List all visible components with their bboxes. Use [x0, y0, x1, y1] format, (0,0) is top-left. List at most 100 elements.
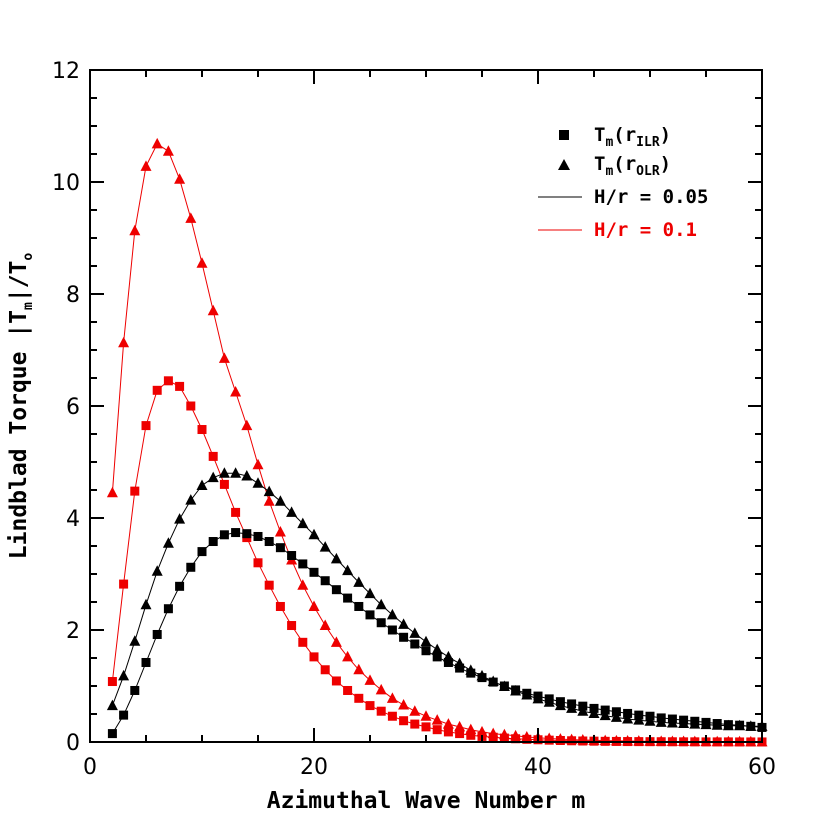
- data-point-square: [567, 736, 577, 746]
- data-point-triangle: [151, 137, 163, 149]
- data-point-triangle: [129, 635, 141, 646]
- data-point-triangle: [386, 608, 398, 620]
- data-point-square: [219, 530, 229, 540]
- data-point-triangle: [118, 336, 130, 348]
- data-point-square: [287, 621, 297, 631]
- data-point-square: [623, 708, 633, 718]
- data-point-triangle: [263, 495, 275, 506]
- data-point-triangle: [140, 160, 152, 171]
- data-point-square: [119, 710, 129, 720]
- data-point-square: [175, 581, 185, 591]
- data-point-square: [320, 576, 330, 586]
- data-point-square: [130, 486, 140, 496]
- data-point-square: [544, 735, 554, 745]
- data-point-square: [656, 713, 666, 723]
- data-point-triangle: [398, 618, 410, 629]
- data-point-triangle: [185, 494, 197, 505]
- data-point-square: [399, 632, 409, 642]
- data-point-square: [522, 688, 532, 698]
- data-point-triangle: [241, 470, 253, 481]
- data-point-square: [667, 714, 677, 724]
- legend-triangle-marker: [558, 159, 570, 170]
- legend-square-marker: [559, 130, 569, 140]
- data-point-square: [567, 699, 577, 709]
- data-point-square: [735, 720, 745, 730]
- x-tick-label: 40: [524, 755, 552, 780]
- data-point-square: [589, 703, 599, 713]
- legend-red-line-label: H/r = 0.1: [594, 219, 697, 241]
- data-point-square: [399, 716, 409, 726]
- data-point-triangle: [106, 699, 118, 711]
- data-point-square: [354, 693, 364, 703]
- data-point-triangle: [599, 709, 611, 721]
- data-point-triangle: [420, 710, 432, 721]
- data-point-triangle: [375, 683, 387, 695]
- data-point-square: [466, 668, 476, 678]
- y-tick-label: 12: [52, 59, 80, 84]
- data-point-triangle: [431, 714, 443, 725]
- data-point-triangle: [252, 477, 264, 488]
- data-point-triangle: [386, 692, 398, 703]
- data-point-square: [186, 401, 196, 411]
- data-point-square: [432, 652, 442, 662]
- data-point-square: [522, 734, 532, 744]
- data-point-square: [331, 676, 341, 686]
- y-tick-label: 4: [66, 507, 80, 532]
- data-point-square: [511, 685, 521, 695]
- y-tick-label: 10: [52, 171, 80, 196]
- data-point-triangle: [162, 537, 174, 548]
- data-point-square: [690, 716, 700, 726]
- data-point-square: [365, 701, 375, 711]
- data-point-triangle: [129, 224, 141, 236]
- data-point-triangle: [218, 352, 230, 363]
- data-point-square: [331, 585, 341, 595]
- data-point-square: [119, 579, 129, 589]
- y-tick-label: 2: [66, 619, 80, 644]
- data-point-triangle: [140, 598, 152, 610]
- data-point-triangle: [353, 576, 365, 587]
- data-point-square: [421, 722, 431, 732]
- data-point-square: [634, 710, 644, 720]
- y-axis-label: Lindblad Torque |Tm|/To: [6, 253, 36, 560]
- data-point-square: [387, 625, 397, 635]
- data-point-triangle: [297, 579, 309, 590]
- data-point-square: [410, 639, 420, 649]
- data-point-triangle: [364, 587, 376, 599]
- data-point-square: [455, 663, 465, 673]
- data-point-square: [141, 421, 151, 431]
- series-red-square: [107, 376, 767, 747]
- data-point-square: [231, 507, 241, 517]
- data-point-square: [197, 547, 207, 557]
- data-point-triangle: [106, 486, 118, 498]
- data-point-square: [432, 725, 442, 735]
- data-point-triangle: [252, 458, 264, 470]
- series-black-square: [107, 528, 767, 739]
- data-point-square: [611, 707, 621, 717]
- data-point-square: [746, 721, 756, 731]
- data-point-square: [231, 528, 241, 538]
- data-point-square: [376, 618, 386, 628]
- data-point-triangle: [454, 720, 466, 732]
- data-point-triangle: [353, 663, 365, 675]
- series-layer: [106, 137, 768, 747]
- data-point-square: [488, 732, 498, 742]
- data-point-triangle: [207, 304, 219, 316]
- data-point-square: [723, 720, 733, 730]
- data-point-square: [208, 537, 218, 547]
- data-point-square: [175, 381, 185, 391]
- data-point-square: [555, 697, 565, 707]
- y-tick-label: 0: [66, 731, 80, 756]
- data-point-triangle: [409, 627, 421, 638]
- data-point-triangle: [118, 669, 130, 681]
- data-point-square: [163, 376, 173, 386]
- y-label-sub-m: m: [21, 302, 36, 310]
- data-point-square: [275, 601, 285, 611]
- data-point-square: [152, 629, 162, 639]
- data-point-square: [208, 451, 218, 461]
- data-point-triangle: [263, 485, 275, 497]
- data-point-square: [141, 657, 151, 667]
- data-point-triangle: [622, 713, 634, 724]
- data-point-triangle: [207, 471, 219, 483]
- data-point-triangle: [196, 257, 208, 268]
